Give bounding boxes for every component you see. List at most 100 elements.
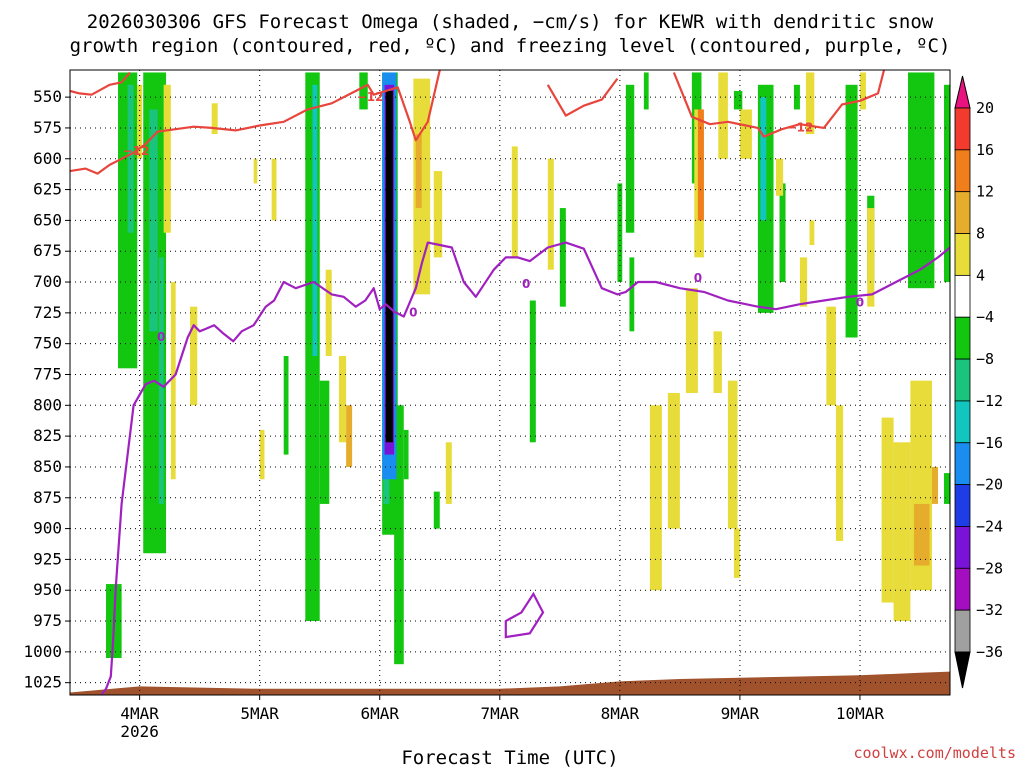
- omega-shade-cell: [445, 442, 452, 504]
- x-tick-year-label: 2026: [120, 722, 159, 741]
- omega-shade-cell: [805, 72, 815, 135]
- y-tick-label: 775: [33, 364, 62, 383]
- y-tick-label: 700: [33, 272, 62, 291]
- freezing-level-closed-contour: [504, 591, 545, 639]
- dgz-contour-segment: [546, 77, 619, 117]
- omega-shade-cell: [733, 528, 740, 578]
- omega-shade-cell: [826, 306, 836, 406]
- colorbar-box: [954, 400, 971, 444]
- omega-shade-cell: [881, 417, 894, 603]
- colorbar: 20 16 12 8 4 −4 −8 −12 −16 −20 −24 −28 −32 −36: [954, 75, 1003, 689]
- omega-shade-cell: [511, 146, 518, 258]
- colorbar-box: [954, 484, 971, 527]
- y-tick-label: 675: [33, 241, 62, 260]
- colorbar-box: [954, 107, 971, 151]
- colorbar-box: [954, 274, 971, 318]
- omega-shade-cell: [319, 380, 330, 504]
- colorbar-box: [954, 526, 971, 569]
- colorbar-box: [954, 609, 971, 653]
- omega-shade-cell: [733, 90, 743, 110]
- y-tick-label: 900: [33, 519, 62, 538]
- x-tick-label: 10MAR: [836, 704, 885, 723]
- chart-title-line2: growth region (contoured, red, ºC) and f…: [70, 35, 951, 57]
- colorbar-label: −20: [976, 476, 1003, 494]
- omega-shade-cell: [149, 109, 158, 332]
- omega-shade-cell: [667, 392, 680, 529]
- contours: 0 0 0 0 0 −12 −12 −12: [69, 69, 951, 696]
- y-tick-label: 825: [33, 426, 62, 445]
- freezing-level-label: 0: [522, 277, 530, 291]
- freezing-level-label: 0: [157, 330, 165, 344]
- omega-shade-cell: [259, 429, 265, 480]
- omega-shade-cell: [338, 355, 347, 443]
- colorbar-label: 16: [976, 141, 994, 159]
- colorbar-label: −4: [976, 308, 994, 326]
- omega-shade-cell: [867, 208, 875, 307]
- plot-frame: [69, 69, 951, 696]
- y-tick-label: 875: [33, 488, 62, 507]
- omega-shade-cell: [835, 405, 844, 541]
- colorbar-box: [954, 316, 971, 360]
- x-tick-label: 5MAR: [240, 704, 279, 723]
- omega-shade-cell: [559, 208, 566, 307]
- omega-shade-cell: [845, 84, 858, 338]
- dgz-contour-segment: [672, 69, 886, 138]
- colorbar-label: 4: [976, 266, 985, 284]
- omega-shade-cell: [760, 97, 767, 221]
- y-tick-label: 1025: [23, 673, 62, 692]
- y-tick-label: 800: [33, 395, 62, 414]
- omega-shade-cell: [190, 306, 198, 406]
- omega-shade-cell: [943, 473, 950, 504]
- gridlines: [70, 70, 950, 695]
- y-tick-label: 600: [33, 149, 62, 168]
- omega-shade-cell: [163, 84, 171, 233]
- dgz-label: −12: [787, 121, 814, 135]
- x-tick-label: 6MAR: [360, 704, 399, 723]
- omega-shade-cell: [643, 72, 649, 110]
- dgz-contour-lower: [69, 69, 441, 175]
- omega-shade-cell: [809, 220, 815, 246]
- y-tick-label: 550: [33, 87, 62, 106]
- colorbar-box: [954, 149, 971, 193]
- colorbar-top-arrow: [954, 75, 971, 109]
- omega-shade-cell: [346, 405, 353, 467]
- omega-shade-cell: [931, 466, 938, 504]
- omega-shade-cell: [793, 84, 800, 110]
- freezing-level-contour: [100, 241, 951, 696]
- colorbar-bottom-arrow: [954, 651, 971, 689]
- omega-shade-cell: [359, 72, 368, 110]
- omega-shade-cell: [403, 429, 409, 480]
- omega-shade-cell: [697, 109, 704, 221]
- omega-shade-cell: [325, 269, 332, 356]
- plot-background: [70, 70, 950, 695]
- freezing-level-label: 0: [856, 296, 864, 310]
- omega-shade-cell: [253, 158, 258, 184]
- omega-shade-cell: [547, 158, 554, 270]
- omega-shade-cell: [913, 503, 930, 566]
- omega-shade-cell: [893, 442, 911, 622]
- omega-shade-cell: [775, 158, 784, 196]
- omega-shade-cell: [779, 183, 786, 283]
- colorbar-label: −32: [976, 601, 1003, 619]
- x-tick-label: 8MAR: [601, 704, 640, 723]
- dgz-label: −12: [357, 90, 384, 104]
- colorbar-box: [954, 233, 971, 276]
- omega-shade-cell: [629, 257, 635, 332]
- omega-shade-cell: [943, 84, 950, 283]
- y-tick-label: 925: [33, 549, 62, 568]
- colorbar-label: 20: [976, 99, 994, 117]
- y-tick-label: 575: [33, 118, 62, 137]
- y-tick-label: 725: [33, 303, 62, 322]
- credit-text: coolwx.com/modelts: [853, 744, 1016, 762]
- colorbar-label: 12: [976, 183, 994, 201]
- ground-surface: [70, 671, 950, 695]
- omega-shade-cell: [271, 158, 277, 221]
- x-tick-label: 9MAR: [721, 704, 760, 723]
- omega-shade-cell: [617, 183, 623, 283]
- dgz-label: −12: [123, 144, 150, 158]
- plot-area: 0 0 0 0 0 −12 −12 −12: [69, 69, 951, 696]
- omega-shade-cell: [170, 282, 176, 480]
- omega-shade-cell: [137, 84, 143, 159]
- omega-shade-cell: [713, 331, 722, 393]
- x-tick-label: 7MAR: [481, 704, 520, 723]
